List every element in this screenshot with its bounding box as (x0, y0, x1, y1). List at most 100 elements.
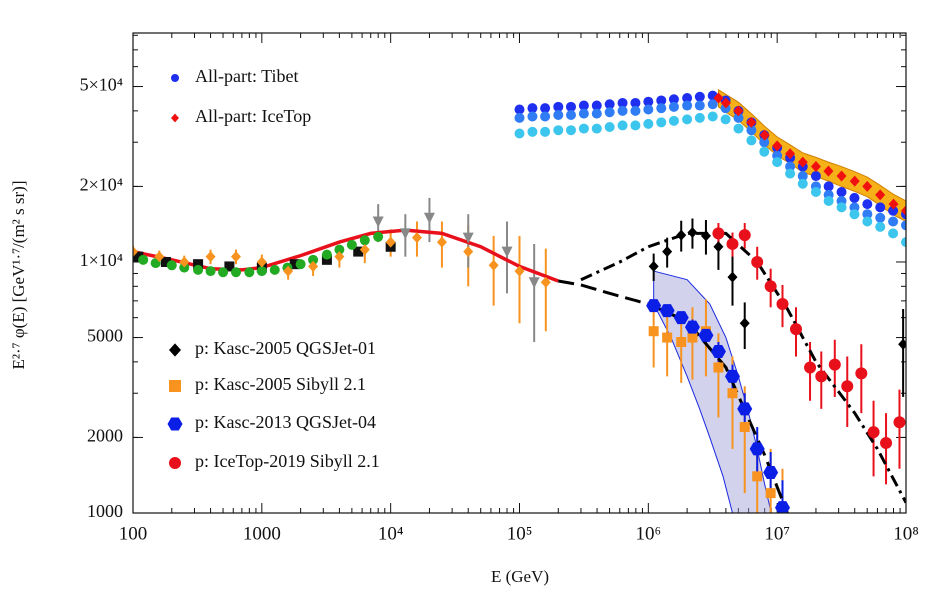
legend-label: All-part: Tibet (195, 66, 299, 86)
data-point (604, 99, 615, 110)
data-point (372, 216, 384, 228)
data-point (656, 95, 667, 106)
data-point (373, 231, 384, 242)
data-point (643, 104, 654, 115)
data-point (553, 125, 564, 136)
data-point (687, 227, 698, 239)
data-point (604, 121, 615, 132)
data-point (738, 229, 751, 242)
data-point (353, 246, 364, 257)
data-point (867, 426, 880, 439)
x-tick-label: 10⁴ (378, 523, 404, 544)
data-point (888, 228, 899, 239)
data-point (733, 112, 744, 123)
data-point (682, 100, 693, 111)
data-point (138, 254, 149, 265)
data-point (591, 100, 602, 111)
data-point (888, 205, 899, 216)
data-point (436, 236, 447, 248)
data-point (617, 97, 628, 108)
data-point (810, 161, 821, 173)
data-point (160, 256, 171, 267)
model-curve (558, 279, 789, 513)
x-tick-label: 10⁶ (636, 523, 662, 544)
legend-marker (169, 457, 181, 469)
data-point (193, 259, 204, 270)
data-point (166, 260, 177, 271)
y-tick-label: 1000 (87, 501, 123, 521)
data-point (359, 244, 370, 256)
data-point (720, 97, 731, 109)
y-tick-label: 1×10⁴ (80, 250, 123, 270)
data-point (643, 118, 654, 129)
data-point (565, 110, 576, 121)
data-point (193, 264, 204, 275)
data-point (154, 251, 165, 263)
data-point (713, 241, 724, 253)
data-point (527, 126, 538, 137)
y-tick-label: 5×10⁴ (80, 75, 123, 95)
data-point (133, 251, 144, 262)
data-point (682, 114, 693, 125)
data-point (759, 137, 770, 148)
y-tick-label: 2000 (87, 426, 123, 446)
legend-label: All-part: IceTop (195, 106, 311, 126)
data-point (713, 92, 724, 104)
data-point (751, 255, 764, 268)
data-point (875, 212, 886, 223)
data-point (540, 276, 551, 288)
data-point (810, 171, 821, 182)
data-point (849, 209, 860, 220)
plot-frame (132, 32, 907, 514)
data-point (789, 323, 802, 336)
data-point (676, 229, 687, 241)
data-point (862, 216, 873, 227)
data-point (810, 187, 821, 198)
data-point (423, 212, 435, 224)
legend-marker (171, 113, 179, 123)
data-point (862, 180, 873, 192)
data-point (244, 267, 255, 278)
x-tick-label: 1000 (243, 523, 281, 544)
data-point (359, 235, 370, 246)
data-point (565, 125, 576, 136)
data-point (179, 256, 190, 268)
data-point (849, 175, 860, 187)
data-point (514, 128, 525, 139)
data-point (875, 189, 886, 201)
data-point (540, 111, 551, 122)
data-point (643, 96, 654, 107)
data-point (540, 103, 551, 114)
data-point (630, 120, 641, 131)
data-point (283, 265, 294, 277)
data-point (230, 251, 241, 263)
data-point (862, 199, 873, 210)
data-point (700, 230, 711, 242)
data-point (488, 259, 499, 271)
data-point (617, 105, 628, 116)
data-point (321, 254, 332, 265)
data-point (514, 112, 525, 123)
data-point (553, 101, 564, 112)
data-point (752, 471, 763, 482)
data-point (528, 277, 540, 289)
data-point (898, 338, 906, 350)
data-point (888, 216, 899, 227)
data-point (823, 195, 834, 206)
data-point (617, 120, 628, 131)
data-point (656, 103, 667, 114)
data-point (765, 488, 776, 499)
data-point (901, 220, 906, 231)
data-point (849, 192, 860, 203)
data-point (578, 108, 589, 119)
data-point (875, 202, 886, 213)
data-point (591, 108, 602, 119)
data-point (230, 267, 241, 278)
data-point (463, 246, 474, 258)
data-point (385, 236, 396, 248)
data-point (630, 105, 641, 116)
data-point (205, 266, 216, 277)
legend-marker (167, 417, 183, 431)
data-point (179, 262, 190, 273)
data-point (733, 123, 744, 134)
